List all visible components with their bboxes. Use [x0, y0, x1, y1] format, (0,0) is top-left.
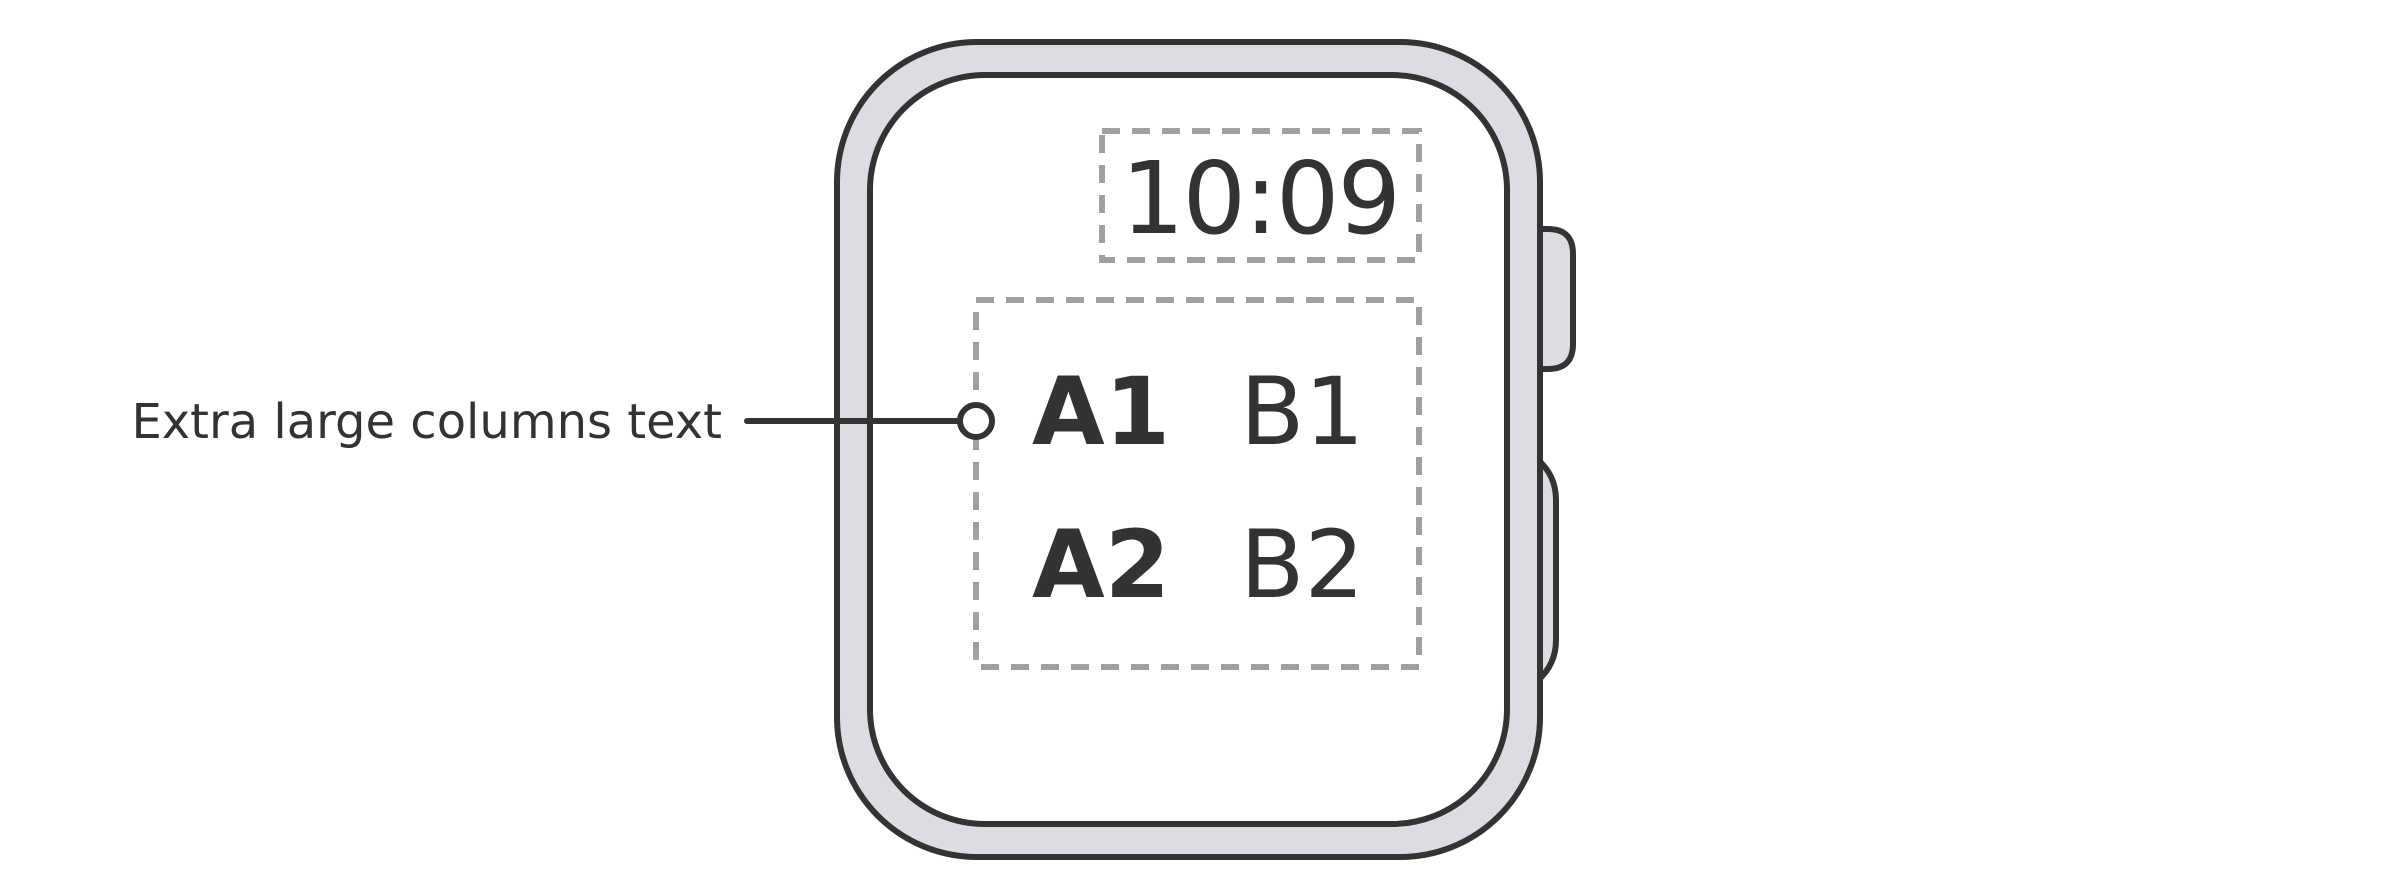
column-cell-a1: A1: [1032, 358, 1170, 467]
columns-guide-box: [973, 297, 1422, 670]
column-cell-b2: B2: [1240, 511, 1364, 620]
time-guide-box: [1099, 128, 1422, 263]
callout-marker: [957, 402, 995, 440]
callout-label: Extra large columns text: [131, 394, 722, 450]
time-display: 10:09: [1121, 140, 1399, 257]
column-cell-b1: B1: [1240, 358, 1364, 467]
column-cell-a2: A2: [1032, 511, 1170, 620]
